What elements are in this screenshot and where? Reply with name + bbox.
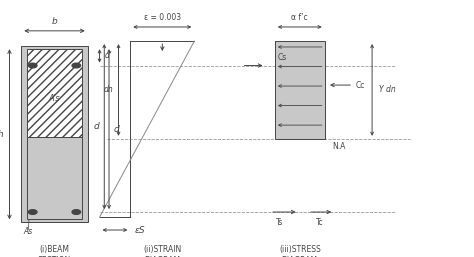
Bar — [21, 46, 88, 222]
Circle shape — [72, 63, 81, 68]
Circle shape — [28, 210, 37, 214]
Circle shape — [28, 63, 37, 68]
Text: Ts: Ts — [276, 218, 283, 227]
Text: d: d — [114, 125, 119, 134]
Text: (ii)STRAIN
DIAGRAM: (ii)STRAIN DIAGRAM — [143, 245, 182, 257]
Bar — [275, 41, 325, 139]
Circle shape — [72, 210, 81, 214]
Text: As: As — [24, 227, 33, 236]
Text: Y dn: Y dn — [379, 85, 396, 95]
Text: b: b — [52, 17, 57, 26]
Text: Cs: Cs — [277, 53, 287, 62]
Text: A’s: A’s — [49, 94, 60, 103]
Text: Cc: Cc — [356, 80, 365, 90]
Text: ε = 0.003: ε = 0.003 — [144, 13, 181, 22]
Text: εS: εS — [135, 225, 146, 235]
Text: α f’c: α f’c — [292, 13, 308, 22]
Bar — [27, 49, 82, 137]
Text: (iii)STRESS
DIAGRAM: (iii)STRESS DIAGRAM — [279, 245, 321, 257]
Bar — [27, 137, 82, 219]
Text: (i)BEAM
SECTION: (i)BEAM SECTION — [38, 245, 71, 257]
Text: Tc: Tc — [316, 218, 324, 227]
Text: h: h — [0, 130, 4, 139]
Text: d: d — [94, 122, 100, 131]
Text: N.A: N.A — [332, 142, 345, 151]
Text: d’: d’ — [104, 51, 111, 60]
Text: dn: dn — [104, 85, 114, 95]
